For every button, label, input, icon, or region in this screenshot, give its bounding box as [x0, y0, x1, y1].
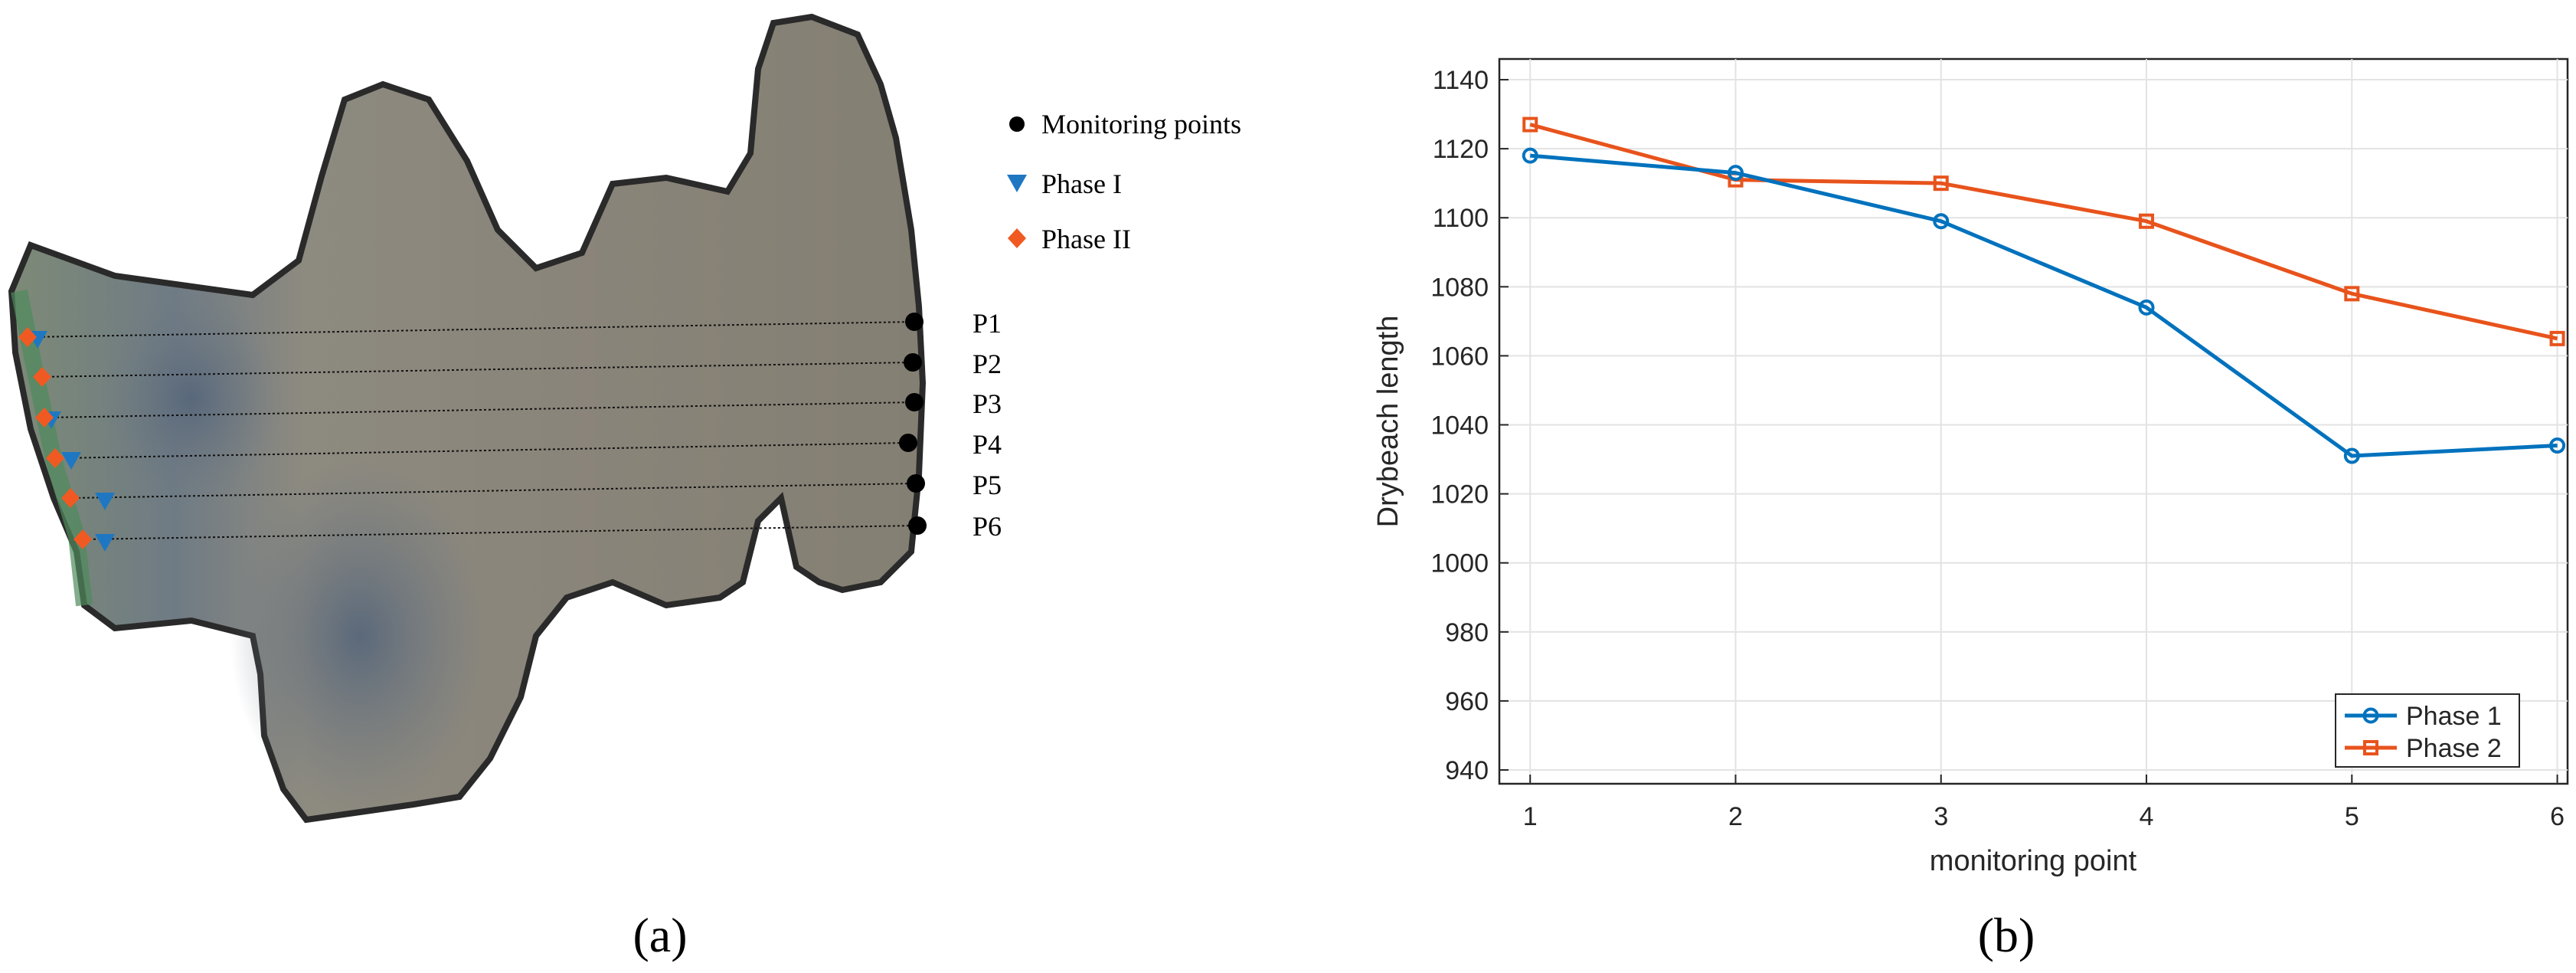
survey-line-p1 [28, 321, 915, 338]
wet-zone [100, 291, 283, 506]
y-tick-label: 1140 [1433, 66, 1489, 95]
series-1 [1522, 147, 2566, 464]
monitoring-point-marker [908, 516, 927, 535]
chart-legend: Phase 1 Phase 2 [2335, 693, 2520, 768]
legend-marker [2363, 740, 2378, 755]
point-label-p4: P4 [973, 429, 1002, 460]
data-point [1933, 213, 1950, 230]
y-tick-label: 1040 [1430, 411, 1489, 441]
y-tick-label: 1060 [1430, 342, 1489, 371]
survey-line-p2 [38, 362, 914, 378]
phase-ii-marker [18, 327, 37, 347]
point-label-p5: P5 [973, 470, 1002, 500]
data-point [2549, 437, 2566, 454]
x-tick-label: 3 [1934, 802, 1948, 831]
x-tick-label: 6 [2550, 802, 2565, 831]
point-label-p1: P1 [973, 308, 1002, 339]
monitoring-point-labels: P1 P2 P3 P4 P5 P6 [973, 308, 1002, 542]
series-group [1522, 116, 2566, 464]
x-tick-label: 1 [1523, 802, 1538, 831]
y-tick-label: 940 [1445, 756, 1489, 785]
phase-ii-marker [33, 367, 51, 387]
y-tick-label: 1080 [1430, 273, 1489, 302]
phase-i-marker [95, 493, 115, 510]
data-point [2344, 286, 2360, 302]
data-point [1933, 175, 1949, 192]
wet-zone [230, 460, 490, 812]
panel-b-caption: (b) [1978, 908, 2035, 962]
legend-phase-i-label: Phase I [1041, 169, 1122, 199]
y-tick-label: 980 [1445, 618, 1489, 647]
legend-phase-ii-marker [1008, 228, 1026, 248]
phase-ii-marker [61, 488, 80, 508]
legend-label: Phase 2 [2406, 734, 2502, 763]
phase-ii-marker [74, 529, 92, 549]
panel-a-caption: (a) [633, 908, 687, 962]
y-tick-label: 960 [1445, 687, 1489, 716]
monitoring-point-marker [899, 434, 917, 452]
grid [1499, 59, 2568, 784]
phase-i-marker [61, 452, 81, 470]
data-point [1522, 147, 1538, 164]
x-tick-labels: 1 2 3 4 5 6 [1523, 802, 2565, 831]
data-point [2138, 299, 2155, 316]
legend-phase-i-marker [1007, 175, 1027, 192]
plot-area [1498, 57, 2569, 785]
data-point [1728, 165, 1744, 182]
phase-i-marker [95, 534, 115, 552]
x-tick-label: 5 [2345, 802, 2359, 831]
legend-monitoring-points-marker [1009, 116, 1025, 132]
point-label-p3: P3 [973, 388, 1002, 419]
phase-ii-marker [46, 448, 64, 468]
survey-line-p6 [83, 525, 918, 540]
data-point [2139, 213, 2155, 229]
monitoring-point-marker [904, 353, 922, 372]
data-point [2549, 330, 2565, 346]
monitoring-point-marker [907, 474, 925, 493]
y-axis-label: Drybeach length [1372, 316, 1404, 528]
y-tick-label: 1020 [1430, 480, 1489, 509]
y-tick-label: 1000 [1430, 549, 1489, 578]
data-point [1522, 116, 1538, 133]
data-point [2343, 447, 2360, 464]
legend-marker [2362, 707, 2379, 724]
point-label-p6: P6 [973, 511, 1002, 542]
x-tick-label: 4 [2140, 802, 2154, 831]
survey-line-p4 [60, 442, 909, 459]
survey-lines [28, 321, 918, 540]
monitoring-point-markers [899, 313, 927, 535]
point-label-p2: P2 [973, 349, 1002, 379]
phase-ii-marker [35, 408, 54, 428]
panel-a-map: P1 P2 P3 P4 P5 P6 Monitoring poin [8, 13, 1241, 962]
legend-monitoring-points-label: Monitoring points [1041, 109, 1241, 139]
panel-a-legend: Monitoring points Phase I Phase II [1007, 109, 1241, 254]
y-tick-label: 1100 [1433, 204, 1489, 233]
monitoring-point-marker [905, 313, 924, 331]
x-axis-label: monitoring point [1930, 845, 2137, 877]
legend-phase-ii-label: Phase II [1041, 224, 1131, 254]
survey-line-p3 [47, 401, 915, 418]
monitoring-point-marker [905, 393, 924, 411]
x-tick-label: 2 [1728, 802, 1743, 831]
panel-b-chart: 940 960 980 1000 1020 1040 1060 1080 1100 1120 114… [1372, 57, 2569, 962]
phase-ii-markers [18, 327, 92, 549]
y-tick-label: 1120 [1433, 135, 1489, 164]
series-line [1530, 153, 2558, 458]
y-tick-labels: 940 960 980 1000 1020 1040 1060 1080 1100 1120 114… [1430, 66, 1489, 785]
legend-label: Phase 1 [2406, 702, 2502, 731]
